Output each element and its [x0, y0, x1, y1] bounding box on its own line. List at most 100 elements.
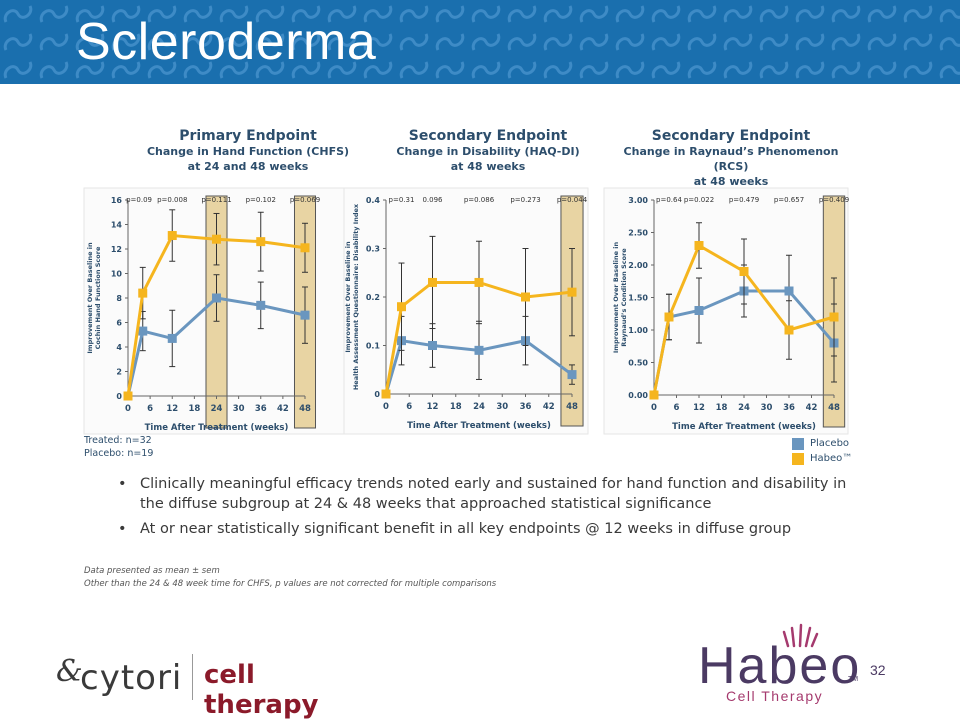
data-point	[739, 267, 749, 276]
x-tick-label: 30	[761, 403, 773, 413]
footnote-1: Data presented as mean ± sem	[84, 566, 220, 576]
legend-label-habeo: Habeo™	[810, 453, 853, 464]
x-tick-label: 42	[806, 403, 818, 413]
legend-label-placebo: Placebo	[810, 438, 850, 449]
y-tick-label: 0	[116, 392, 122, 401]
p-value-label: p=0.008	[157, 196, 187, 204]
x-axis-label: Time After Treatment (weeks)	[407, 421, 551, 431]
chart-1-subtitle-2: at 24 and 48 weeks	[187, 160, 309, 173]
y-tick-label: 0	[374, 390, 380, 399]
y-tick-label: 0.3	[366, 245, 380, 254]
habeo-flame-icon	[782, 623, 819, 648]
x-tick-label: 36	[783, 403, 795, 413]
bullet-item: • At or near statistically significant b…	[118, 519, 858, 539]
chart-panel	[343, 187, 589, 435]
placebo-count: Placebo: n=19	[84, 448, 154, 459]
x-tick-label: 18	[450, 402, 462, 412]
y-tick-label: 1.50	[628, 294, 648, 303]
data-point	[784, 286, 794, 296]
y-tick-label: 0.2	[366, 293, 380, 302]
y-tick-label: 0.4	[366, 196, 381, 205]
p-value-label: p=0.09	[126, 196, 152, 204]
habeo-logo: Habeo TM Cell Therapy	[694, 622, 874, 712]
x-tick-label: 0	[125, 404, 131, 414]
x-tick-label: 30	[233, 404, 245, 414]
y-tick-label: 6	[116, 319, 122, 328]
p-value-label: p=0.086	[464, 196, 495, 204]
data-point	[300, 243, 310, 253]
p-value-label: p=0.102	[246, 196, 276, 204]
bullet-symbol: •	[118, 521, 127, 537]
y-tick-label: 16	[111, 196, 123, 205]
data-point	[694, 306, 704, 315]
y-tick-label: 4	[116, 343, 122, 352]
x-tick-label: 0	[383, 402, 389, 412]
data-point	[138, 288, 148, 298]
data-point	[167, 333, 177, 343]
y-tick-label: 3.00	[628, 196, 648, 205]
data-point	[256, 237, 266, 247]
y-axis-label: Cochin Hand Function Score	[94, 246, 102, 349]
data-point	[521, 292, 530, 302]
x-tick-label: 42	[543, 402, 555, 412]
data-point	[694, 241, 704, 250]
y-axis-label: Raynaud’s Condition Score	[620, 248, 628, 347]
chart-1-subtitle: Change in Hand Function (CHFS)	[146, 145, 350, 158]
p-value-label: p=0.022	[684, 196, 714, 204]
p-value-label: p=0.479	[729, 196, 759, 204]
bullet-list: • Clinically meaningful efficacy trends …	[118, 474, 858, 544]
y-tick-label: 0.50	[628, 359, 648, 368]
chart-1-heading: Primary Endpoint Change in Hand Function…	[128, 128, 368, 174]
treated-count: Treated: n=32	[84, 435, 152, 446]
chart-2-title: Secondary Endpoint	[408, 128, 568, 144]
data-point	[784, 325, 794, 335]
x-tick-label: 6	[147, 404, 153, 414]
habeo-tm: TM	[848, 676, 859, 683]
page-number: 32	[870, 662, 886, 678]
x-tick-label: 48	[566, 402, 578, 412]
legend-swatch-placebo	[792, 437, 804, 450]
data-point	[428, 277, 437, 287]
series-line	[126, 233, 306, 397]
data-point	[474, 345, 484, 355]
habeo-subtitle: Cell Therapy	[726, 688, 824, 704]
data-point	[123, 391, 133, 401]
data-point	[212, 234, 221, 244]
y-tick-label: 1.00	[628, 326, 648, 335]
data-point	[474, 277, 484, 287]
y-tick-label: 8	[116, 294, 122, 303]
x-tick-label: 24	[473, 402, 485, 412]
chart-3-subtitle-2: at 48 weeks	[693, 175, 769, 188]
y-tick-label: 2	[116, 368, 122, 377]
sample-sizes: Treated: n=32 Placebo: n=19	[84, 434, 153, 460]
data-point	[397, 302, 406, 312]
y-tick-label: 12	[111, 245, 122, 254]
chart-2-heading: Secondary Endpoint Change in Disability …	[368, 128, 608, 174]
data-point	[167, 231, 177, 241]
x-axis-label: Time After Treatment (weeks)	[145, 423, 289, 433]
legend-swatch-habeo	[792, 452, 804, 465]
legend-item-placebo: Placebo	[792, 436, 852, 451]
y-tick-label: 0.00	[628, 391, 648, 400]
data-point	[256, 300, 266, 310]
series-line	[384, 280, 573, 395]
bullet-item: • Clinically meaningful efficacy trends …	[118, 474, 858, 514]
chart-3-title: Secondary Endpoint	[651, 128, 811, 144]
y-tick-label: 10	[111, 270, 123, 279]
p-value-label: p=0.31	[389, 196, 415, 204]
chart-2-subtitle: Change in Disability (HAQ-DI)	[396, 145, 580, 158]
data-point	[649, 390, 659, 400]
data-point	[138, 326, 148, 336]
x-tick-label: 18	[188, 404, 200, 414]
data-point	[428, 341, 437, 350]
cytori-mark-icon: &	[56, 654, 83, 689]
x-tick-label: 12	[693, 403, 705, 413]
x-tick-label: 12	[427, 402, 439, 412]
data-point	[567, 287, 577, 297]
bullet-text-1: Clinically meaningful efficacy trends no…	[140, 476, 847, 512]
data-point	[381, 389, 391, 399]
y-tick-label: 2.00	[628, 261, 648, 270]
y-tick-label: 14	[111, 221, 123, 230]
footnotes: Data presented as mean ± sem Other than …	[84, 565, 496, 591]
